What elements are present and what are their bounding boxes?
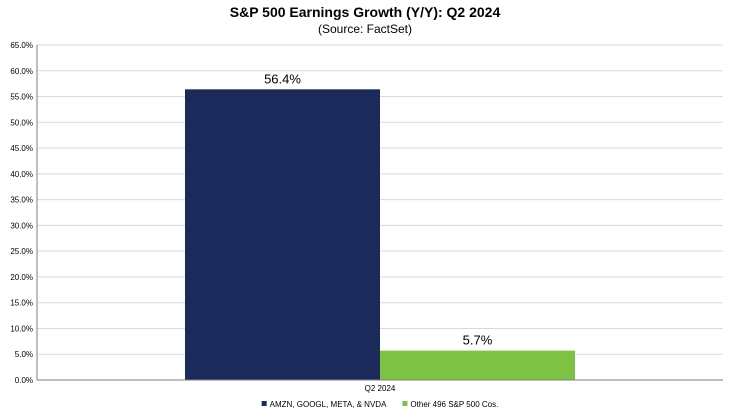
y-tick-label: 40.0%: [10, 170, 33, 179]
legend-label: Other 496 S&P 500 Cos.: [410, 400, 498, 409]
y-tick-label: 25.0%: [10, 247, 33, 256]
bar-other-496: [380, 350, 575, 380]
data-label: 56.4%: [264, 71, 301, 86]
y-tick-label: 65.0%: [10, 41, 33, 50]
y-tick-label: 15.0%: [10, 299, 33, 308]
y-tick-label: 0.0%: [15, 376, 33, 385]
legend-item-top-four: AMZN, GOOGL, META, & NVDA: [261, 400, 387, 409]
x-axis-tick-labels: Q2 2024: [365, 384, 396, 393]
data-label: 5.7%: [463, 333, 493, 348]
y-tick-label: 50.0%: [10, 118, 33, 127]
y-tick-label: 20.0%: [10, 273, 33, 282]
y-tick-label: 30.0%: [10, 221, 33, 230]
bar-top-four: [185, 89, 380, 381]
y-tick-label: 5.0%: [15, 350, 33, 359]
legend-label: AMZN, GOOGL, META, & NVDA: [270, 400, 387, 409]
y-tick-label: 55.0%: [10, 93, 33, 102]
bars: [185, 89, 575, 381]
legend-swatch: [402, 401, 408, 406]
legend: AMZN, GOOGL, META, & NVDA Other 496 S&P 5…: [261, 400, 498, 409]
y-tick-label: 10.0%: [10, 324, 33, 333]
chart-title: S&P 500 Earnings Growth (Y/Y): Q2 2024: [230, 4, 501, 20]
y-tick-label: 35.0%: [10, 196, 33, 205]
x-tick-label: Q2 2024: [365, 384, 396, 393]
y-axis-tick-labels: 0.0% 5.0% 10.0% 15.0% 20.0% 25.0% 30.0% 35.0% 40…: [10, 41, 33, 385]
y-tick-label: 60.0%: [10, 67, 33, 76]
legend-item-other-496: Other 496 S&P 500 Cos.: [402, 400, 498, 409]
data-labels: 56.4% 5.7%: [264, 71, 493, 347]
chart-subtitle: (Source: FactSet): [318, 22, 412, 36]
legend-swatch: [261, 401, 267, 406]
y-tick-label: 45.0%: [10, 144, 33, 153]
